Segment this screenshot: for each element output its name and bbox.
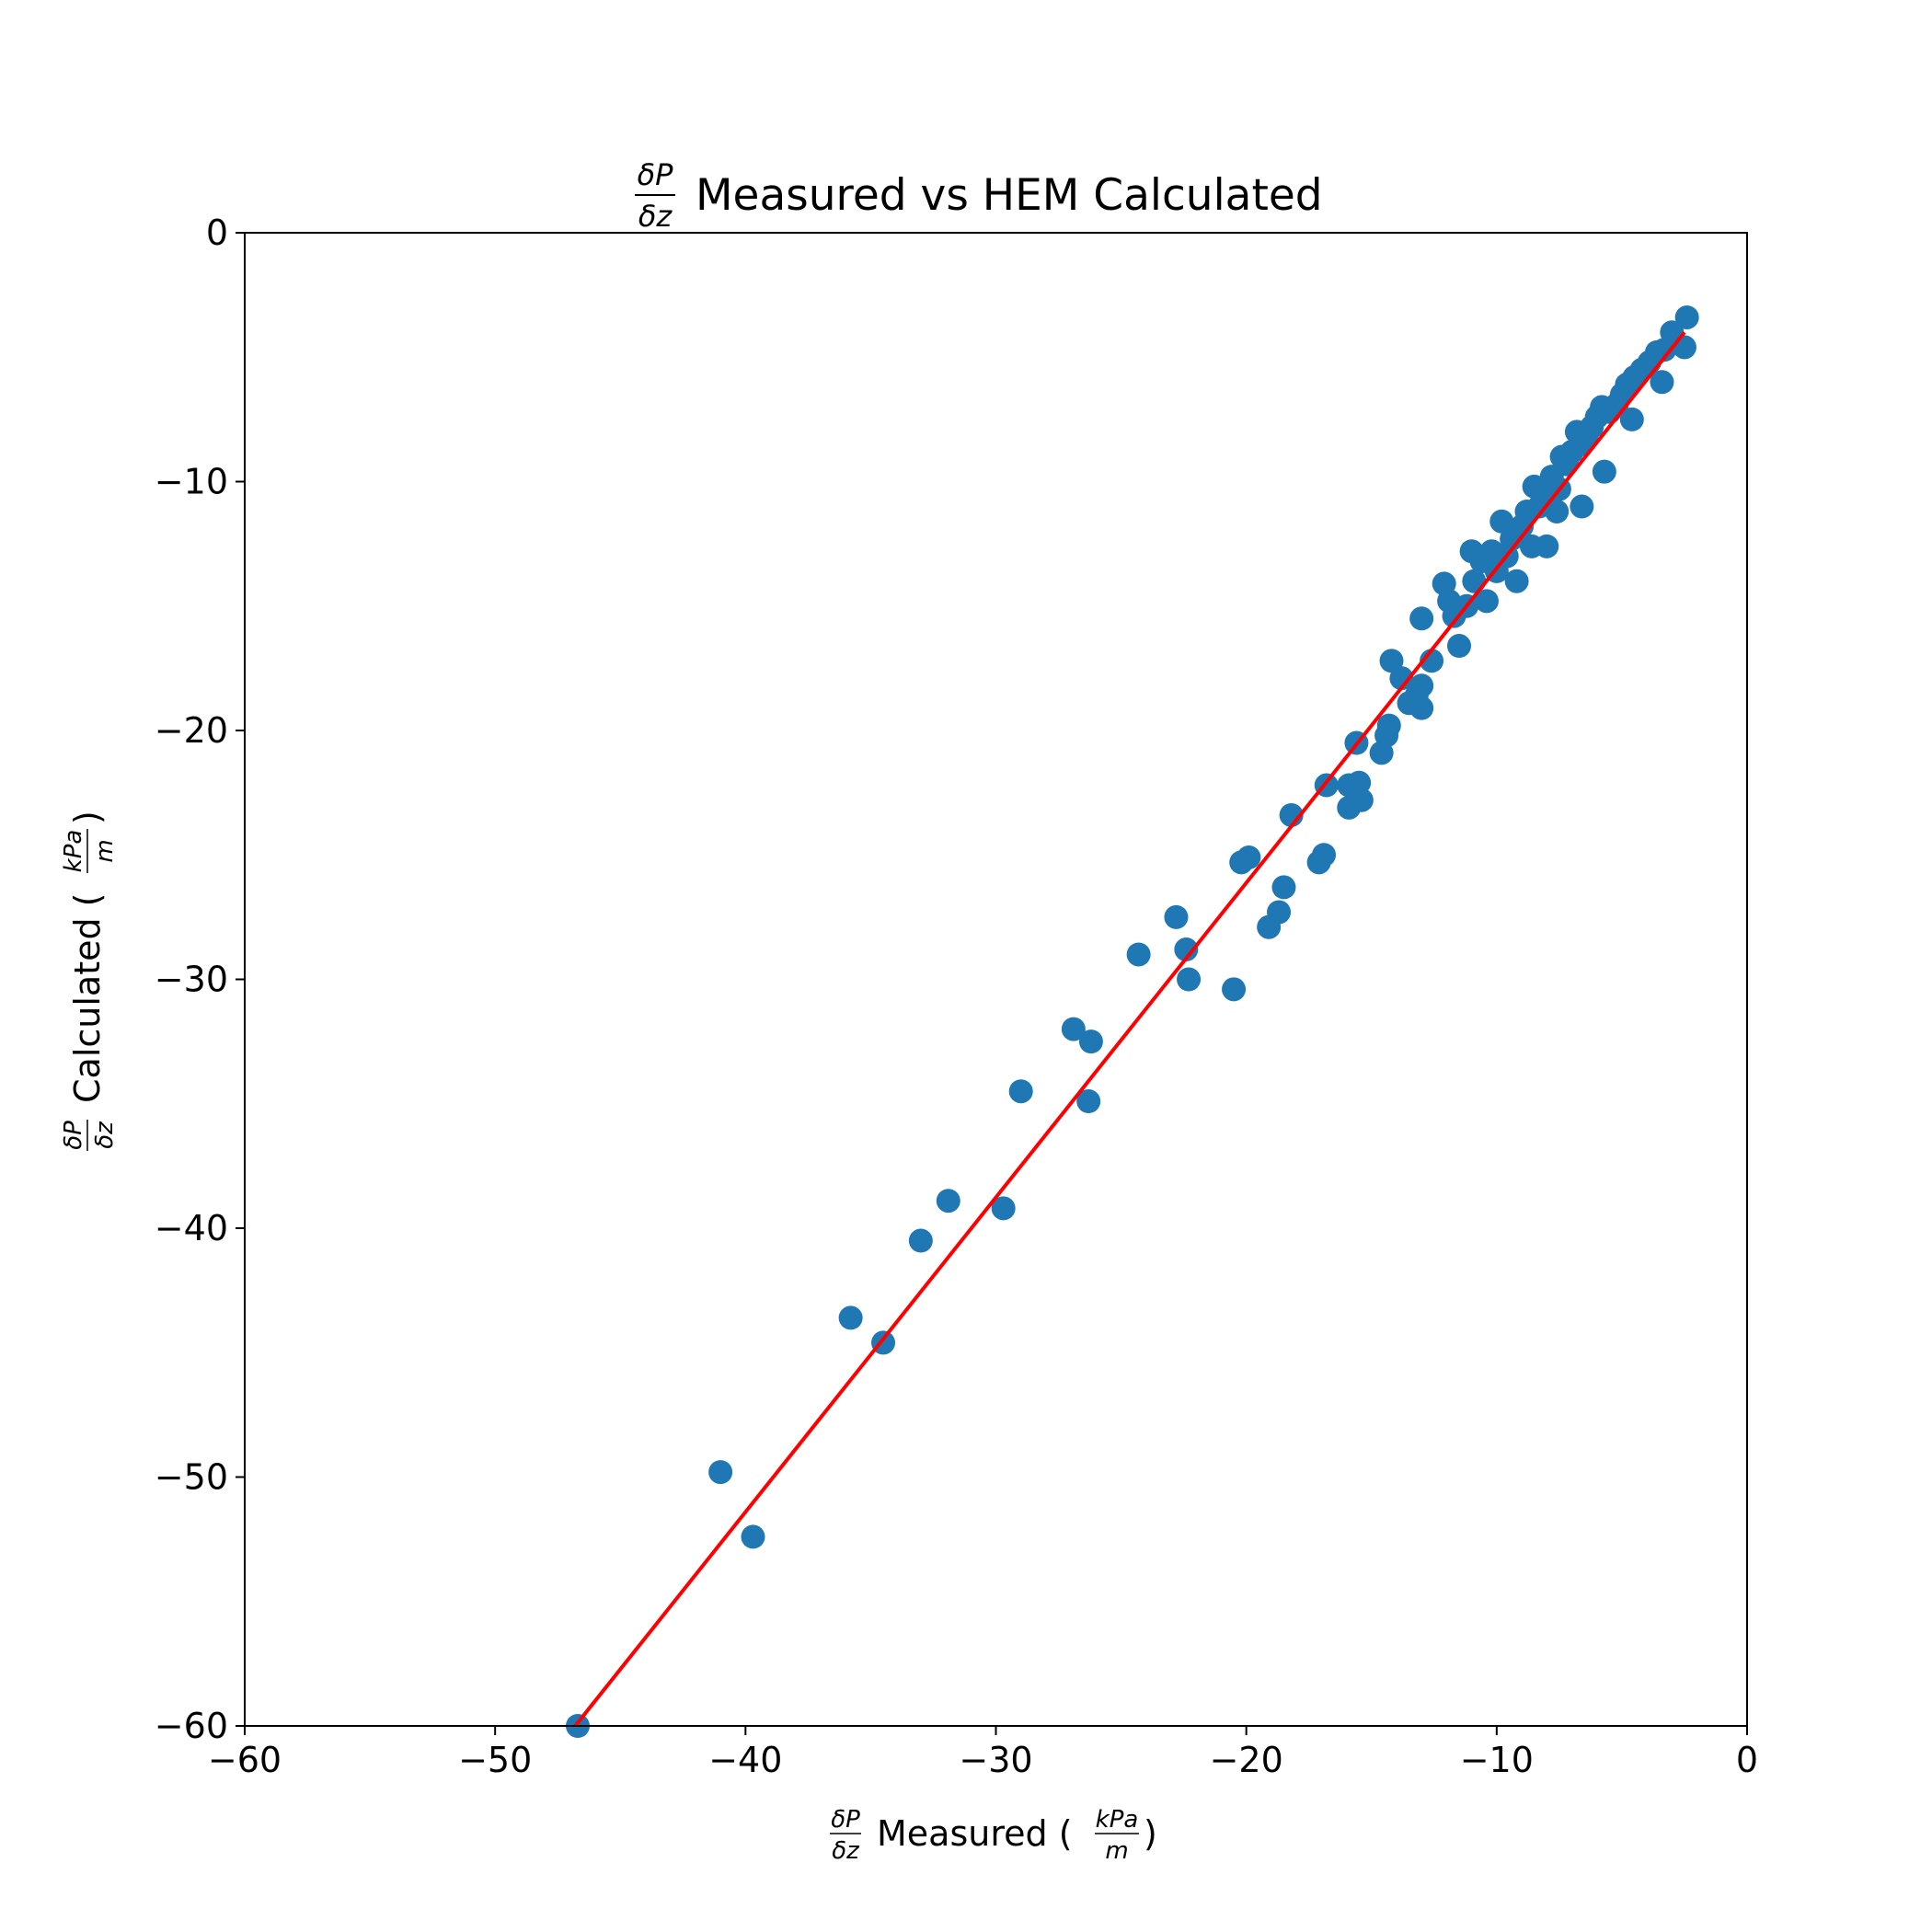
- data-point: [1078, 1029, 1103, 1054]
- data-point: [1519, 534, 1544, 558]
- title-fraction-numerator: δP: [638, 157, 674, 192]
- data-point: [1522, 474, 1547, 499]
- data-point: [1397, 691, 1421, 716]
- data-point: [838, 1305, 863, 1330]
- x-axis: −60 −50 −40 −30 −20 −10 0: [208, 1726, 1758, 1780]
- ylabel-close: ): [67, 811, 108, 824]
- data-point: [936, 1189, 960, 1213]
- x-axis-label: δP δz Measured ( kPa m ): [830, 1806, 1157, 1865]
- data-point: [1271, 875, 1296, 900]
- xlabel-text: Measured (: [877, 1813, 1073, 1854]
- data-point: [1174, 937, 1199, 962]
- x-tick-label: −40: [708, 1740, 782, 1780]
- xlabel-unit-numerator: kPa: [1096, 1806, 1139, 1834]
- xlabel-fraction-denominator: δz: [832, 1837, 860, 1865]
- data-point: [1379, 649, 1404, 673]
- data-point: [741, 1524, 765, 1549]
- xlabel-fraction-numerator: δP: [831, 1806, 860, 1834]
- data-point: [1564, 420, 1589, 444]
- title-text: Measured vs HEM Calculated: [696, 170, 1323, 221]
- data-point: [1076, 1089, 1101, 1114]
- x-tick-label: −60: [208, 1740, 282, 1780]
- data-point: [1389, 666, 1414, 691]
- data-point: [1126, 942, 1151, 967]
- data-point: [1337, 773, 1362, 798]
- data-point: [1229, 850, 1254, 875]
- ylabel-fraction-denominator: δz: [91, 1121, 119, 1149]
- ylabel-fraction-numerator: δP: [60, 1121, 87, 1150]
- title-fraction-denominator: δz: [638, 199, 673, 234]
- data-point: [1674, 305, 1699, 329]
- x-tick-label: −10: [1460, 1740, 1534, 1780]
- data-point: [1306, 850, 1331, 875]
- x-tick-label: 0: [1736, 1740, 1758, 1780]
- x-tick-label: −50: [458, 1740, 532, 1780]
- data-point: [1177, 967, 1202, 992]
- y-tick-label: −60: [155, 1706, 228, 1746]
- data-point: [991, 1196, 1016, 1221]
- data-point: [1257, 914, 1282, 939]
- chart-title: δP δz Measured vs HEM Calculated: [635, 157, 1323, 234]
- y-tick-label: −10: [155, 462, 228, 502]
- ylabel-text: Calculated (: [67, 892, 108, 1103]
- data-point: [1650, 370, 1674, 395]
- data-point: [708, 1460, 733, 1485]
- fit-line: [573, 330, 1686, 1728]
- x-tick-label: −20: [1210, 1740, 1283, 1780]
- y-tick-label: −50: [155, 1457, 228, 1498]
- y-axis: 0 −10 −20 −30 −40 −50 −60: [155, 213, 245, 1746]
- data-point: [1459, 539, 1484, 564]
- data-point: [1619, 407, 1644, 431]
- data-point: [1432, 571, 1456, 596]
- y-tick-label: −20: [155, 710, 228, 751]
- y-axis-label: δP δz Calculated ( kPa m ): [60, 811, 119, 1151]
- data-point: [1164, 904, 1189, 929]
- data-point: [1008, 1079, 1033, 1104]
- plot-area: [244, 232, 1748, 1738]
- xlabel-unit-denominator: m: [1105, 1837, 1128, 1865]
- data-point: [1570, 494, 1594, 519]
- y-tick-label: −30: [155, 960, 228, 1000]
- data-point: [1409, 606, 1434, 631]
- data-point: [1061, 1017, 1086, 1041]
- data-point: [1489, 509, 1514, 534]
- ylabel-unit-numerator: kPa: [60, 830, 87, 873]
- x-tick-label: −30: [959, 1740, 1032, 1780]
- data-point: [1592, 459, 1616, 484]
- data-point: [1504, 569, 1529, 593]
- ylabel-unit-denominator: m: [91, 839, 119, 862]
- data-point: [1549, 444, 1574, 469]
- data-point: [908, 1228, 933, 1253]
- data-point: [1447, 634, 1472, 659]
- data-point: [1474, 589, 1499, 614]
- data-point: [1462, 569, 1487, 593]
- data-point: [1337, 795, 1362, 820]
- y-tick-label: 0: [206, 213, 228, 253]
- plot-background: [245, 233, 1747, 1726]
- data-point: [1369, 741, 1394, 765]
- y-tick-label: −40: [155, 1208, 228, 1248]
- xlabel-close: ): [1144, 1813, 1157, 1854]
- data-point: [1222, 977, 1247, 1002]
